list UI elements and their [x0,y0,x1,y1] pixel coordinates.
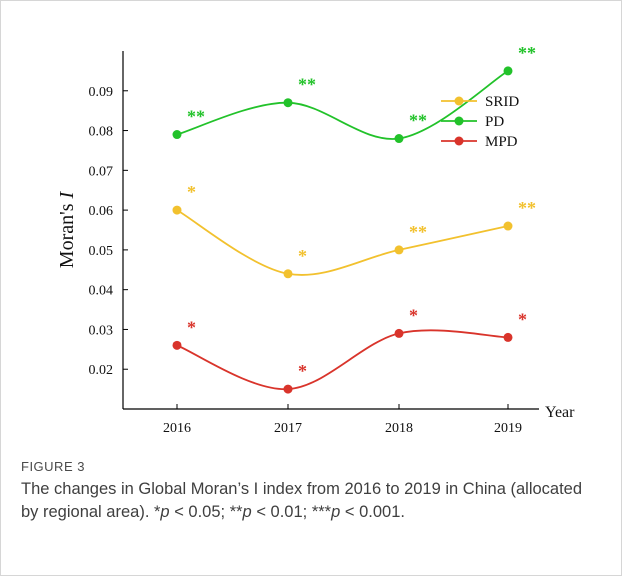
caption-main: The changes in Global Moran’s I index fr… [21,480,583,521]
significance-label-mpd: * [518,309,527,329]
significance-label-pd: ** [298,75,316,95]
x-axis-title: Year [545,404,575,421]
x-tick-label: 2018 [385,421,413,436]
chart-area: 0.02 0.03 0.04 0.05 0.06 0.07 0.08 0.09 2016 2017… [41,31,601,451]
y-tick-label: 0.09 [89,85,114,100]
data-point-srid [503,221,513,231]
data-point-pd [503,66,513,76]
significance-label-pd: ** [187,107,205,127]
significance-label-srid: ** [518,198,536,218]
figure-label: FIGURE 3 [21,459,85,474]
significance-label-mpd: * [298,361,307,381]
legend-label-pd: PD [485,114,504,130]
y-tick-label: 0.03 [89,323,114,338]
data-point-srid [283,269,293,279]
significance-label-mpd: * [187,317,196,337]
legend-label-mpd: MPD [485,134,518,150]
significance-label-srid: * [298,246,307,266]
caption-t3: < 0.001. [340,503,405,521]
significance-label-srid: * [187,182,196,202]
significance-label-pd: ** [409,111,427,131]
series-line-srid [176,209,509,276]
data-point-pd [172,130,182,140]
y-tick-label: 0.08 [89,125,114,140]
x-tick-label: 2019 [494,421,522,436]
caption-t2: < 0.01; *** [251,503,332,521]
legend-marker-srid [454,96,464,106]
legend-marker-mpd [454,136,464,146]
data-point-srid [394,245,404,255]
y-tick-label: 0.05 [89,244,114,259]
y-tick-label: 0.07 [89,164,114,179]
significance-label-pd: ** [518,43,536,63]
data-point-pd [394,134,404,144]
y-tick-label: 0.02 [89,363,114,378]
moran-line-chart: 0.02 0.03 0.04 0.05 0.06 0.07 0.08 0.09 2016 2017… [56,43,575,436]
data-point-pd [283,98,293,108]
significance-label-mpd: * [409,305,418,325]
x-tick-label: 2016 [163,421,191,436]
caption-p1: p [160,503,170,521]
legend-label-srid: SRID [485,94,519,110]
x-tick-label: 2017 [274,421,302,436]
data-point-mpd [283,384,293,394]
y-tick-label: 0.06 [89,204,114,219]
y-tick-label: 0.04 [89,284,114,299]
figure-caption: FIGURE 3 The changes in Global Moran’s I… [21,459,601,524]
data-point-mpd [503,332,513,342]
y-axis-title: Moran's I [56,190,78,268]
significance-label-srid: ** [409,222,427,242]
caption-p2: p [242,503,252,521]
caption-p3: p [331,503,341,521]
caption-t1: < 0.05; ** [169,503,243,521]
series-line-pd [176,70,509,140]
data-point-mpd [394,328,404,338]
series-line-mpd [176,329,509,391]
legend-marker-pd [454,116,464,126]
data-point-mpd [172,340,182,350]
data-point-srid [172,205,182,215]
caption-text: The changes in Global Moran’s I index fr… [21,478,601,524]
